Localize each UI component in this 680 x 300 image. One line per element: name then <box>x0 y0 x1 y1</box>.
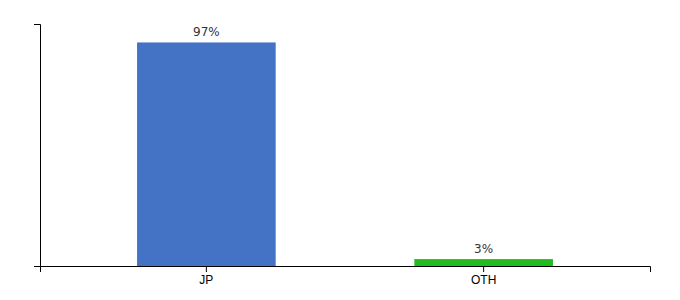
x-tick: OTH <box>471 266 496 287</box>
plot: 97% 3% JP OTH <box>34 25 651 287</box>
y-axis-line <box>34 25 41 267</box>
bar <box>414 259 553 266</box>
x-axis: JP OTH <box>41 266 651 287</box>
x-tick-mark <box>483 266 484 272</box>
x-tick: JP <box>199 266 213 287</box>
data-label: 3% <box>474 242 493 256</box>
bars <box>137 42 553 266</box>
x-axis-line <box>41 267 651 273</box>
data-label: 97% <box>193 25 220 39</box>
data-labels: 97% 3% <box>193 25 493 256</box>
y-axis <box>34 25 41 267</box>
chart: 97% 3% JP OTH <box>0 0 680 300</box>
x-tick-label: OTH <box>471 273 496 287</box>
x-tick-label: JP <box>199 273 213 287</box>
x-tick-mark <box>206 266 207 272</box>
bar <box>137 42 276 266</box>
